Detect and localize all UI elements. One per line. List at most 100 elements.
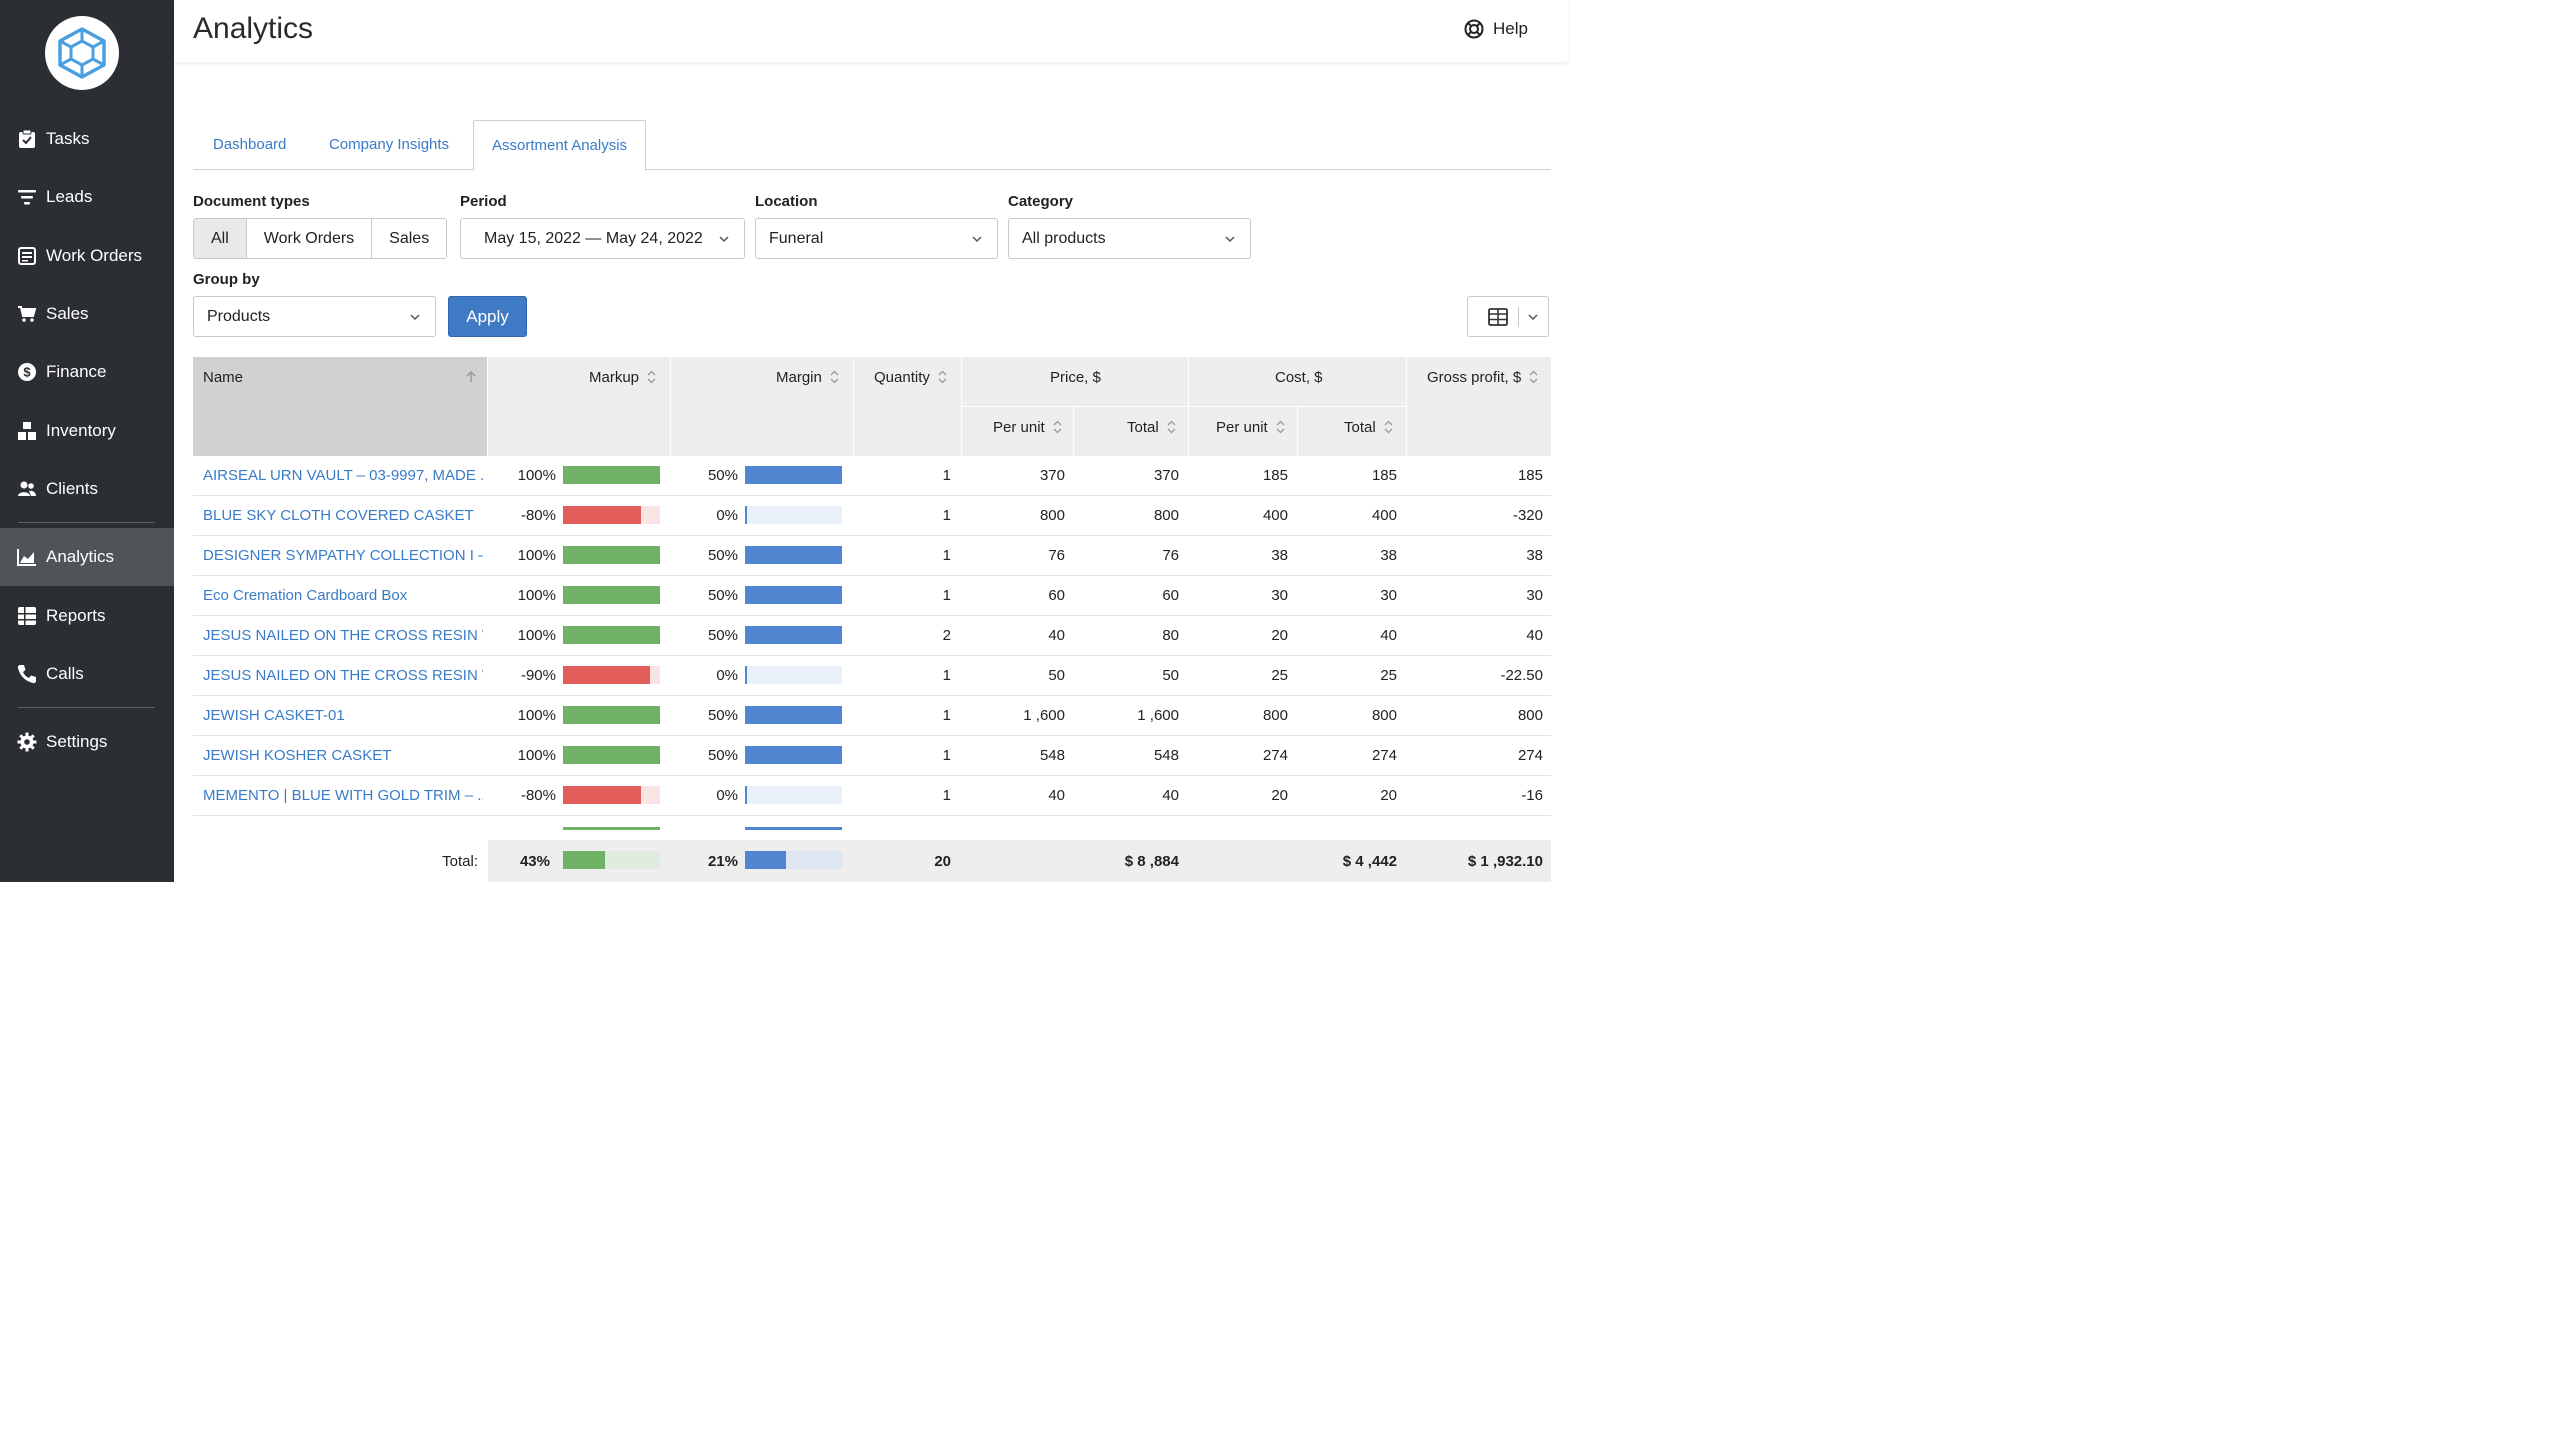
period-select[interactable]: May 15, 2022 — May 24, 2022 <box>460 218 745 259</box>
sidebar-item-sales[interactable]: Sales <box>0 285 174 343</box>
sidebar-item-calls[interactable]: Calls <box>0 645 174 703</box>
margin-bar-fill <box>745 466 842 484</box>
column-header-price-total[interactable]: Total <box>1127 418 1176 436</box>
markup-value: 100% <box>517 627 556 644</box>
sidebar-item-leads[interactable]: Leads <box>0 168 174 226</box>
apply-button[interactable]: Apply <box>448 296 527 337</box>
price-total-value: 370 <box>1153 467 1179 484</box>
tab-dashboard[interactable]: Dashboard <box>213 136 287 153</box>
markup-bar-fill <box>563 746 660 764</box>
column-header-label: Per unit <box>993 418 1045 436</box>
table-row[interactable]: MEMENTO | BLUE WITH GOLD TRIM – ... -80% 0… <box>193 776 1551 816</box>
margin-bar <box>745 586 842 604</box>
product-name-link[interactable]: JESUS NAILED ON THE CROSS RESIN W... <box>203 667 483 684</box>
table-row[interactable]: DESIGNER SYMPATHY COLLECTION I – ... 100%… <box>193 536 1551 576</box>
column-header-label: Total <box>1127 418 1159 436</box>
cost-per-unit-value: 400 <box>1262 507 1288 524</box>
quantity-value: 1 <box>942 507 951 524</box>
location-value: Funeral <box>769 230 824 247</box>
total-markup-bar <box>563 851 660 869</box>
gross-profit-value: 185 <box>1517 467 1543 484</box>
margin-bar-fill <box>745 786 747 804</box>
table-row[interactable]: AIRSEAL URN VAULT – 03-9997, MADE ... 100… <box>193 456 1551 496</box>
boxes-icon <box>17 421 37 441</box>
product-name-link[interactable]: Eco Cremation Cardboard Box <box>203 587 408 604</box>
header-separator <box>961 357 962 456</box>
sidebar-item-reports[interactable]: Reports <box>0 587 174 645</box>
margin-bar-track <box>745 666 842 684</box>
margin-value: 0% <box>716 667 738 684</box>
column-header-name[interactable]: Name <box>203 368 243 386</box>
table-header: Name Markup Margin Quantity Price, $ Cos… <box>193 357 1551 456</box>
table-row[interactable]: JEWISH CASKET-01 100% 50% 1 1 ,600 1 ,600 800 8… <box>193 696 1551 736</box>
product-name-link[interactable]: DESIGNER SYMPATHY COLLECTION I – ... <box>203 547 483 564</box>
sidebar-item-settings[interactable]: Settings <box>0 713 174 771</box>
total-markup: 43% <box>519 853 550 870</box>
sidebar-item-label: Work Orders <box>46 246 143 265</box>
cost-total-value: 800 <box>1371 707 1397 724</box>
column-header-price-per-unit[interactable]: Per unit <box>993 418 1062 436</box>
markup-bar-fill <box>563 586 660 604</box>
product-name-link[interactable]: JESUS NAILED ON THE CROSS RESIN W... <box>203 627 483 644</box>
sort-icon <box>1053 420 1062 434</box>
table-row[interactable]: JEWISH KOSHER CASKET 100% 50% 1 548 548 274 274… <box>193 736 1551 776</box>
tab-assortment-analysis[interactable]: Assortment Analysis <box>473 120 647 171</box>
header-sub-separator <box>962 406 1406 407</box>
category-value: All products <box>1022 230 1106 247</box>
cost-per-unit-value: 20 <box>1271 787 1288 804</box>
sort-up-icon[interactable] <box>465 370 477 384</box>
gross-profit-value: 40 <box>1526 627 1543 644</box>
column-header-markup[interactable]: Markup <box>589 368 656 386</box>
sidebar-item-tasks[interactable]: Tasks <box>0 110 174 168</box>
chart-area-icon <box>17 547 37 567</box>
doc-type-all-button[interactable]: All <box>194 219 246 258</box>
margin-bar <box>745 626 842 644</box>
doc-type-sales-button[interactable]: Sales <box>371 219 447 258</box>
column-header-margin[interactable]: Margin <box>776 368 839 386</box>
quantity-value: 1 <box>942 587 951 604</box>
column-header-label: Quantity <box>874 368 930 386</box>
sidebar-item-label: Analytics <box>46 547 115 566</box>
markup-bar <box>563 746 660 764</box>
column-header-cost-per-unit[interactable]: Per unit <box>1216 418 1285 436</box>
column-header-quantity[interactable]: Quantity <box>874 368 947 386</box>
table-row[interactable]: BLUE SKY CLOTH COVERED CASKET -80% 0% 1 800 8… <box>193 496 1551 536</box>
category-select[interactable]: All products <box>1008 218 1251 259</box>
column-header-price: Price, $ <box>1050 368 1101 386</box>
sidebar-item-analytics[interactable]: Analytics <box>0 528 174 586</box>
tab-company-insights[interactable]: Company Insights <box>329 136 450 153</box>
name-column-header[interactable] <box>193 357 487 456</box>
total-quantity: 20 <box>934 853 951 870</box>
price-total-value: 80 <box>1162 627 1179 644</box>
sidebar-item-work-orders[interactable]: Work Orders <box>0 227 174 285</box>
margin-bar-fill <box>745 626 842 644</box>
quantity-value: 1 <box>942 467 951 484</box>
product-name-link[interactable]: AIRSEAL URN VAULT – 03-9997, MADE ... <box>203 467 483 484</box>
help-button[interactable]: Help <box>1464 19 1528 39</box>
sidebar-item-clients[interactable]: Clients <box>0 460 174 518</box>
gross-profit-value: 38 <box>1526 547 1543 564</box>
product-name-link[interactable]: BLUE SKY CLOTH COVERED CASKET <box>203 507 474 524</box>
location-select[interactable]: Funeral <box>755 218 998 259</box>
column-header-cost-total[interactable]: Total <box>1344 418 1393 436</box>
table-row[interactable]: JESUS NAILED ON THE CROSS RESIN W... 100%… <box>193 616 1551 656</box>
reports-icon <box>17 606 37 626</box>
quantity-value: 1 <box>942 787 951 804</box>
product-name-link[interactable]: JEWISH CASKET-01 <box>203 707 345 724</box>
table-row[interactable]: JESUS NAILED ON THE CROSS RESIN W... -90%… <box>193 656 1551 696</box>
sidebar-item-finance[interactable]: $ Finance <box>0 343 174 401</box>
product-name-link[interactable]: MEMENTO | BLUE WITH GOLD TRIM – ... <box>203 787 483 804</box>
product-name-link[interactable]: JEWISH KOSHER CASKET <box>203 747 392 764</box>
price-per-unit-value: 76 <box>1048 547 1065 564</box>
group-by-select[interactable]: Products <box>193 296 436 337</box>
doc-type-work-orders-button[interactable]: Work Orders <box>245 219 372 258</box>
column-header-gross-profit[interactable]: Gross profit, $ <box>1427 368 1538 386</box>
app-logo[interactable] <box>45 16 119 90</box>
header-separator <box>487 357 488 456</box>
table-view-toggle[interactable] <box>1467 296 1549 337</box>
sidebar-item-inventory[interactable]: Inventory <box>0 402 174 460</box>
table-row[interactable]: Eco Cremation Cardboard Box 100% 50% 1 60 60 3… <box>193 576 1551 616</box>
markup-bar <box>563 466 660 484</box>
document-types-label: Document types <box>193 193 310 210</box>
category-label: Category <box>1008 193 1074 210</box>
